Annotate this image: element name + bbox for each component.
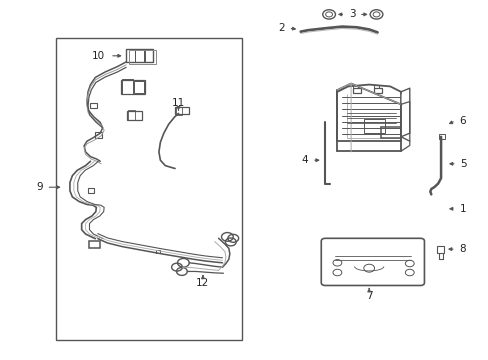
Bar [56,38,242,340]
Bar [373,85,378,88]
Text: 3: 3 [348,9,355,19]
Bar [144,49,153,62]
Bar [438,134,444,139]
Bar [135,49,144,62]
Text: 11: 11 [171,98,185,108]
Bar [352,88,360,93]
Bar [176,107,182,115]
Text: 10: 10 [92,51,105,61]
Text: 12: 12 [196,278,209,288]
Bar [128,50,155,64]
Bar [134,81,143,93]
Bar [352,85,357,88]
Text: 8: 8 [459,244,466,254]
Text: 5: 5 [460,159,467,169]
Bar [175,107,188,114]
Bar [373,88,381,93]
Bar [126,49,153,62]
Text: 1: 1 [459,204,466,214]
Bar [126,49,135,62]
Bar [127,111,142,120]
Bar [436,246,443,253]
Bar [90,103,97,108]
Text: 9: 9 [36,182,43,192]
Text: 6: 6 [459,116,466,126]
Bar [88,188,94,193]
Bar [364,119,384,133]
Bar [155,250,160,253]
Text: 7: 7 [365,291,372,301]
Bar [121,80,144,94]
Text: 2: 2 [277,23,284,33]
Bar [128,110,135,120]
Text: 4: 4 [301,155,307,165]
Bar [89,241,100,248]
Bar [95,132,102,138]
Bar [122,79,133,94]
